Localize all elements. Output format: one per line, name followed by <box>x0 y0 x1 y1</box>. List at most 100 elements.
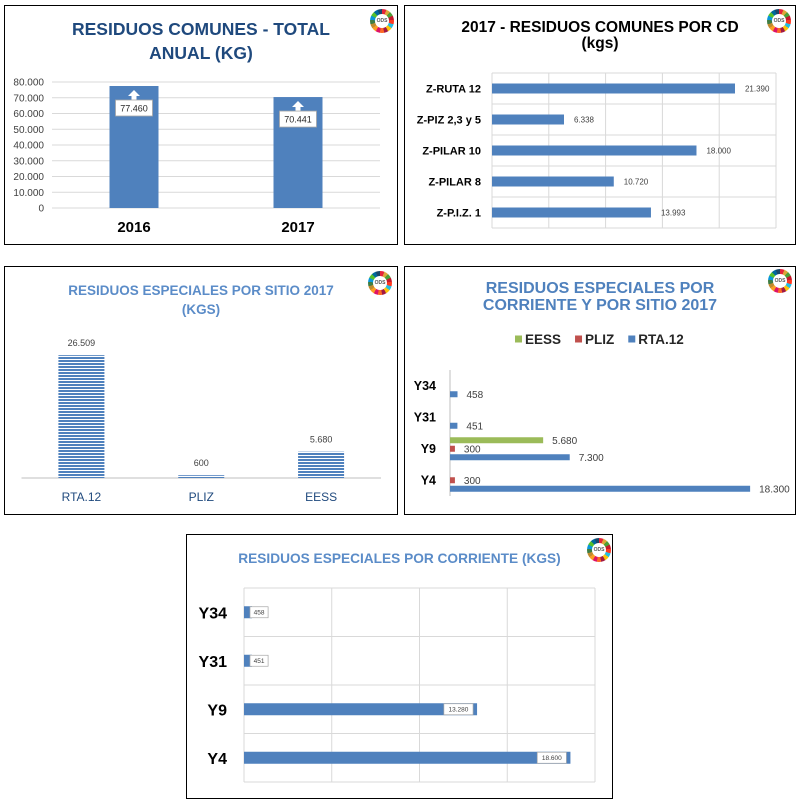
chart-panel-residuos-comunes-total-anual: 80.000 70.000 60.000 50.000 40.000 30.000 20.0… <box>4 5 398 245</box>
ods-logo: ODS <box>370 9 394 33</box>
legend-label: EESS <box>525 332 561 347</box>
data-label: 451 <box>254 658 265 665</box>
bar <box>492 145 697 156</box>
legend-swatch <box>628 335 636 343</box>
category-label: Y34 <box>414 379 436 393</box>
data-label: 451 <box>466 421 483 432</box>
data-label: 10.720 <box>624 178 649 187</box>
ods-logo-text: ODS <box>373 276 387 290</box>
category-label: Y31 <box>199 654 228 671</box>
data-label: 300 <box>464 444 481 455</box>
chart-panel-residuos-especiales-por-sitio: 26.509 RTA.12 600 PLIZ 5.680 EESS RESIDUOS ES… <box>4 266 398 515</box>
chart-title: RESIDUOS ESPECIALES POR CORRIENTE (KGS) <box>238 551 561 566</box>
grouped-horizontal-bar-chart: EESS PLIZ RTA.12 Y34 458 Y31 451 Y9 5.680 300 7.30… <box>414 332 790 496</box>
category-label: RTA.12 <box>62 490 102 504</box>
bar <box>58 355 105 478</box>
bar <box>178 475 225 478</box>
ods-logo-text: ODS <box>375 14 389 28</box>
chart-title: RESIDUOS ESPECIALES POR SITIO 2017 (KGS) <box>68 282 334 317</box>
y-tick-label: 0 <box>38 204 44 215</box>
data-label: 5.680 <box>310 435 333 445</box>
y-tick-label: 30.000 <box>13 156 44 167</box>
bar <box>244 654 252 667</box>
data-label: 6.338 <box>574 116 595 125</box>
category-label: Y31 <box>414 410 436 424</box>
y-tick-label: 40.000 <box>13 141 44 152</box>
ods-logo: ODS <box>768 269 792 293</box>
horizontal-bar-chart: 458 Y34 451 Y31 13.280 Y9 18.600 Y4 <box>199 587 596 783</box>
category-label: Z-PIZ 2,3 y 5 <box>417 115 481 127</box>
data-label: 18.300 <box>759 484 790 495</box>
bar-rta-12 <box>450 422 458 429</box>
bar <box>492 176 614 187</box>
bar-pliz <box>450 477 455 484</box>
data-label: 600 <box>194 458 209 468</box>
category-label: Y34 <box>199 605 228 622</box>
category-label: Y4 <box>207 751 227 768</box>
ods-logo-text: ODS <box>592 543 606 557</box>
legend-swatch <box>575 335 583 343</box>
data-label: 18.600 <box>542 755 562 762</box>
data-label: 458 <box>254 610 265 617</box>
data-label-box <box>249 606 269 619</box>
data-label-box <box>279 110 317 128</box>
chart-title: RESIDUOS COMUNES - TOTAL ANUAL (KG) <box>72 19 330 63</box>
callout-arrow <box>128 90 140 101</box>
data-label: 13.280 <box>449 707 469 714</box>
legend-label: RTA.12 <box>638 332 684 347</box>
category-label: EESS <box>305 490 337 504</box>
chart-panel-residuos-especiales-por-corriente: 458 Y34 451 Y31 13.280 Y9 18.600 Y4 RESIDUOS ES… <box>186 534 613 799</box>
bar <box>492 207 651 218</box>
bar <box>492 83 735 94</box>
category-label: Y4 <box>421 473 436 487</box>
chart-panel-residuos-especiales-por-corriente-y-sitio: EESS PLIZ RTA.12 Y34 458 Y31 451 Y9 5.680 300 7.30… <box>404 266 796 515</box>
data-label: 77.460 <box>120 104 148 114</box>
bar <box>244 751 571 764</box>
bar-chart: 26.509 RTA.12 600 PLIZ 5.680 EESS <box>21 338 381 504</box>
bar <box>244 703 478 716</box>
horizontal-bar-chart: 21.390 Z-RUTA 12 6.338 Z-PIZ 2,3 y 5 18.000 Z… <box>417 72 777 229</box>
ods-logo: ODS <box>767 9 791 33</box>
category-label: Y9 <box>207 702 227 719</box>
category-label: 2017 <box>281 219 314 236</box>
y-tick-label: 10.000 <box>13 188 44 199</box>
bar-rta-12 <box>450 454 570 461</box>
y-tick-label: 60.000 <box>13 109 44 120</box>
bar <box>244 606 253 619</box>
category-label: Z-PILAR 8 <box>428 177 481 189</box>
data-label: 26.509 <box>68 338 96 348</box>
data-label: 70.441 <box>284 115 312 125</box>
data-label-box <box>115 99 153 117</box>
bar-eess <box>450 437 544 444</box>
data-label: 5.680 <box>552 436 577 447</box>
data-label: 21.390 <box>745 85 770 94</box>
ods-logo-text: ODS <box>772 14 786 28</box>
y-tick-label: 50.000 <box>13 125 44 136</box>
bar <box>298 451 345 478</box>
y-tick-label: 20.000 <box>13 172 44 183</box>
data-label: 300 <box>464 476 481 487</box>
data-label: 7.300 <box>579 453 604 464</box>
bar <box>492 114 564 125</box>
category-label: Z-RUTA 12 <box>426 84 481 96</box>
data-label: 18.000 <box>706 147 731 156</box>
y-tick-label: 80.000 <box>13 78 44 89</box>
ods-logo: ODS <box>587 538 611 562</box>
bar-rta-12 <box>450 485 751 492</box>
data-label-box <box>443 703 474 716</box>
category-label: Z-P.I.Z. 1 <box>437 208 481 220</box>
bar-pliz <box>450 445 455 452</box>
chart-panel-residuos-comunes-por-cd: 21.390 Z-RUTA 12 6.338 Z-PIZ 2,3 y 5 18.000 Z… <box>404 5 796 245</box>
y-tick-label: 70.000 <box>13 93 44 104</box>
chart-title: RESIDUOS ESPECIALES POR CORRIENTE Y POR … <box>482 279 718 314</box>
legend-label: PLIZ <box>585 332 614 347</box>
category-label: PLIZ <box>189 490 214 504</box>
bar-rta-12 <box>450 391 458 398</box>
data-label: 458 <box>467 390 484 401</box>
data-label: 13.993 <box>661 209 686 218</box>
ods-logo-text: ODS <box>773 274 787 288</box>
bar-chart: 80.000 70.000 60.000 50.000 40.000 30.000 20.0… <box>13 78 380 236</box>
category-label: 2016 <box>117 219 150 236</box>
callout-arrow <box>292 101 304 112</box>
legend-swatch <box>515 335 522 343</box>
